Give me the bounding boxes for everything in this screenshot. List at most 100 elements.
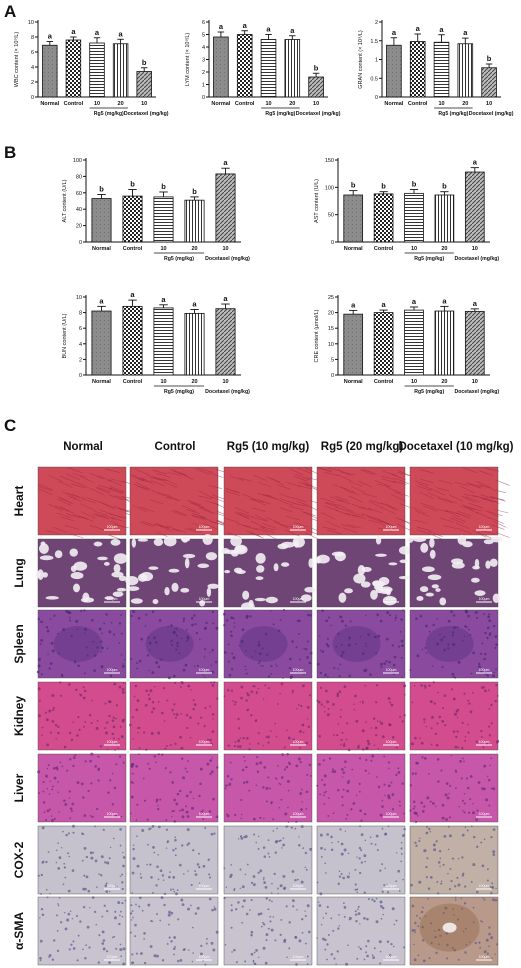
category-label: 10 [222, 246, 228, 252]
y-axis-label: CRE content (μmol/L) [314, 309, 320, 362]
y-tick-label: 4 [31, 65, 34, 71]
micrograph-field [409, 681, 499, 751]
y-tick-label: 25 [328, 295, 334, 301]
category-label: 20 [441, 246, 447, 252]
bar-5 [308, 76, 324, 98]
group-label-docetaxel: Docetaxel (mg/kg) [205, 389, 250, 395]
group-label-docetaxel: Docetaxel (mg/kg) [205, 256, 250, 262]
y-tick-label: 8 [31, 35, 34, 41]
micrograph: 100μm [316, 825, 406, 896]
significance-letter: a [223, 158, 228, 167]
bar-chart-4: 0 20 40 60 80 100 ALT content (U/L) b Normal b Con… [62, 158, 250, 262]
micrograph: 100μm [220, 535, 316, 612]
category-label: 10 [486, 101, 492, 107]
scale-bar-label: 100μm [107, 597, 118, 601]
y-tick-label: 20 [76, 224, 82, 230]
bar-5 [215, 173, 236, 243]
scale-bar: 100μm [476, 740, 492, 746]
bar-1 [91, 198, 112, 243]
significance-letter: b [442, 182, 447, 191]
micrograph: 100μm [316, 896, 406, 966]
micrograph-field [409, 825, 499, 895]
micrograph: 100μm [37, 824, 127, 895]
scale-bar-label: 100μm [479, 740, 490, 744]
scale-bar-label: 100μm [293, 525, 304, 529]
scale-bar: 100μm [196, 668, 212, 674]
scale-bar-label: 100μm [199, 812, 210, 816]
scale-bar-label: 100μm [199, 740, 210, 744]
y-axis-label: GRAN content (× 10⁹/L) [357, 30, 364, 89]
scale-bar-label: 100μm [479, 884, 490, 888]
significance-letter: a [243, 21, 248, 30]
row-label: Liver [12, 773, 26, 802]
scale-bar-label: 100μm [107, 884, 118, 888]
scale-bar: 100μm [104, 525, 120, 531]
micrograph-field [223, 896, 313, 966]
histology-row-cox-2: COX-2 100μm 100μm 100μm 100μm 100μm [12, 824, 499, 896]
category-label: 10 [222, 379, 228, 385]
bar-4 [457, 43, 474, 98]
y-axis-label: BUN content (U/L) [62, 313, 68, 358]
micrograph: 100μm [409, 681, 500, 751]
scale-bar: 100μm [383, 668, 399, 674]
y-tick-label: 60 [76, 191, 82, 197]
category-label: Control [235, 101, 255, 107]
micrograph: 100μm [223, 466, 326, 542]
scale-bar: 100μm [290, 740, 306, 746]
category-label: 10 [438, 101, 444, 107]
y-tick-label: 6 [79, 326, 82, 332]
category-label: 10 [411, 246, 417, 252]
bar-3 [404, 192, 424, 243]
bar-4 [112, 43, 129, 98]
scale-bar: 100μm [104, 740, 120, 746]
micrograph: 100μm [35, 538, 128, 608]
bar-3 [89, 42, 105, 98]
scale-bar: 100μm [196, 955, 212, 961]
bar-1 [91, 310, 112, 376]
scale-bar-label: 100μm [107, 740, 118, 744]
bar-1 [213, 36, 229, 98]
micrograph: 100μm [409, 609, 499, 679]
y-tick-label: 4 [202, 45, 205, 51]
panel-label-b: B [4, 143, 17, 162]
scale-bar: 100μm [383, 812, 399, 818]
scale-bar-label: 100μm [107, 525, 118, 529]
significance-letter: b [412, 180, 417, 189]
y-tick-label: 3 [202, 58, 205, 64]
micrograph-field [129, 681, 219, 751]
group-label-docetaxel: Docetaxel (mg/kg) [296, 111, 341, 117]
group-label-rg5: Rg5 (mg/kg) [164, 256, 194, 262]
bar-chart-2: 0 1 2 3 4 5 6 LYM content (× 10⁹/L) a Normal a Cont… [184, 20, 341, 117]
micrograph: 100μm [409, 753, 499, 823]
micrograph-field [37, 825, 127, 895]
significance-letter: a [266, 25, 271, 34]
scale-bar-label: 100μm [199, 597, 210, 601]
significance-letter: a [473, 299, 478, 308]
column-header-3: Rg5 (10 mg/kg) [227, 441, 310, 453]
scale-bar-label: 100μm [386, 884, 397, 888]
scale-bar: 100μm [196, 525, 212, 531]
y-tick-label: 0 [375, 95, 378, 101]
micrograph: 100μm [223, 681, 313, 751]
bar-2 [236, 34, 253, 98]
significance-letter: a [219, 22, 224, 31]
category-label: Control [374, 246, 394, 252]
column-header-5: Docetaxel (10 mg/kg) [398, 441, 513, 453]
y-tick-label: 1.5 [370, 39, 378, 45]
micrograph: 100μm [222, 608, 313, 679]
category-label: Normal [92, 379, 111, 385]
bar-5 [464, 310, 485, 376]
panel-label-c: C [4, 416, 17, 435]
micrograph: 100μm [407, 534, 503, 608]
category-label: 10 [141, 101, 147, 107]
category-label: 10 [472, 246, 478, 252]
histology-row-spleen: Spleen 100μm 100μm 100μm 100μm 100μm [12, 608, 499, 680]
micrograph-field [129, 825, 219, 895]
panel-label-a: A [4, 2, 17, 21]
scale-bar: 100μm [104, 668, 120, 674]
category-label: 10 [160, 379, 166, 385]
significance-letter: a [99, 296, 104, 305]
scale-bar-label: 100μm [293, 740, 304, 744]
y-tick-label: 1 [375, 58, 378, 64]
y-tick-label: 0 [331, 240, 334, 246]
